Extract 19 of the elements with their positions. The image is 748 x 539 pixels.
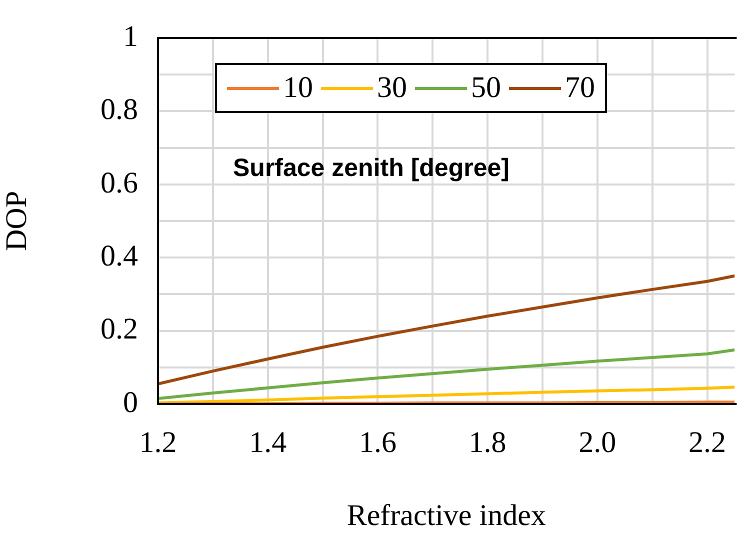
legend-label: 10 xyxy=(283,71,313,105)
y-axis-title: DOP xyxy=(0,190,33,252)
y-tick-label: 0.6 xyxy=(100,166,138,200)
y-tick-label: 0.8 xyxy=(100,93,138,126)
y-tick-label: 0.2 xyxy=(100,312,138,346)
x-axis-title: Refractive index xyxy=(346,498,546,532)
x-tick-label: 2.2 xyxy=(688,426,726,459)
legend-label: 70 xyxy=(565,71,595,105)
legend-title: Surface zenith [degree] xyxy=(233,154,510,183)
x-tick-label: 1.8 xyxy=(468,426,506,459)
x-tick-label: 1.6 xyxy=(358,426,396,459)
y-tick-label: 0.4 xyxy=(100,239,138,272)
x-tick-label: 1.2 xyxy=(139,426,177,459)
y-tick-label: 0 xyxy=(123,386,138,419)
x-tick-label: 2.0 xyxy=(578,426,616,459)
y-tick-label: 1 xyxy=(123,20,138,53)
x-tick-label: 1.4 xyxy=(249,426,287,459)
legend-label: 30 xyxy=(377,71,407,105)
legend-label: 50 xyxy=(471,71,501,105)
